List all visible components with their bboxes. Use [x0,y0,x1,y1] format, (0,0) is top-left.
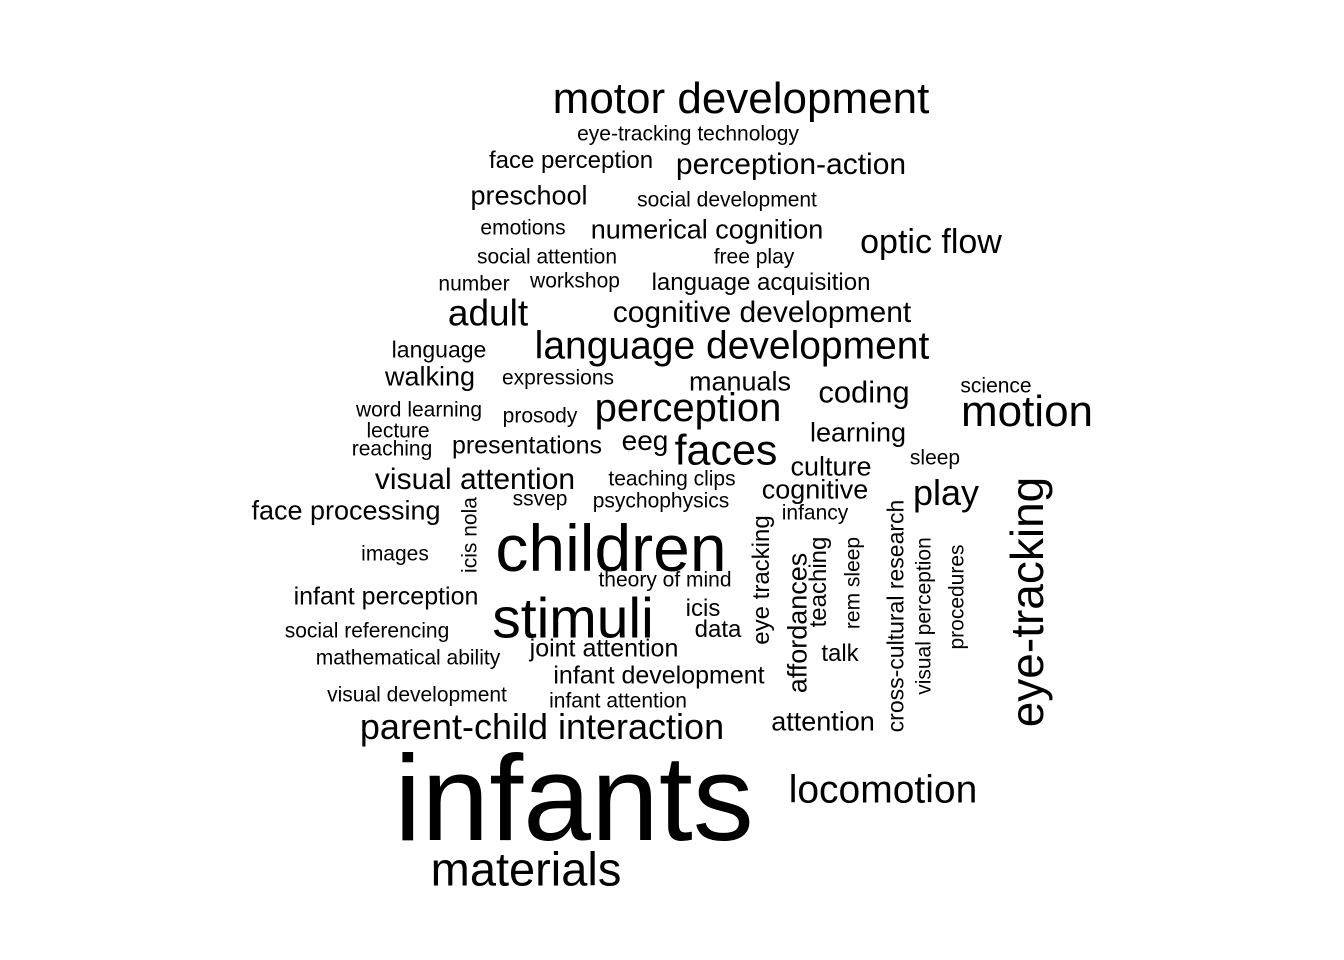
word-psychophysics: psychophysics [592,489,730,513]
word-cognitive: cognitive [761,474,869,505]
word-talk: talk [821,640,859,667]
word-eeg: eeg [621,425,669,456]
word-learning: learning [809,417,907,448]
word-materials: materials [430,842,622,896]
word-infant-development: infant development [553,661,765,690]
word-optic-flow: optic flow [860,223,1002,261]
word-word-learning: word learning [355,398,483,422]
word-procedures: procedures [945,544,969,650]
word-adult: adult [447,292,529,334]
word-faces: faces [674,426,778,475]
word-perception: perception [594,386,782,430]
word-culture: culture [790,451,872,482]
word-teaching-clips: teaching clips [608,467,736,491]
word-icis-nola: icis nola [458,497,482,573]
word-expressions: expressions [501,366,615,390]
word-infants: infants [394,730,754,866]
word-sleep: sleep [909,446,961,470]
word-number: number [438,272,510,296]
word-coding: coding [818,374,910,410]
word-data: data [694,616,742,643]
word-walking: walking [384,361,476,392]
word-cross-cultural-research: cross-cultural research [882,499,909,733]
word-visual-development: visual development [327,683,507,707]
word-joint-attention: joint attention [529,634,679,663]
word-attention: attention [771,706,875,737]
word-language-development: language development [534,324,930,368]
word-motion: motion [960,387,1094,436]
word-infant-perception: infant perception [293,582,479,611]
word-mathematical-ability: mathematical ability [315,646,501,670]
word-images: images [361,542,429,566]
word-locomotion: locomotion [788,768,978,812]
word-science: science [960,374,1032,398]
word-social-referencing: social referencing [284,619,450,643]
word-social-attention: social attention [476,245,618,269]
word-play: play [912,472,980,513]
word-free-play: free play [713,245,795,269]
word-preschool: preschool [470,180,588,211]
word-language-acquisition: language acquisition [651,269,871,296]
word-teaching: teaching [805,536,832,628]
word-workshop: workshop [530,269,620,293]
word-face-perception: face perception [488,147,654,174]
word-cognitive-development: cognitive development [612,296,912,329]
word-numerical-cognition: numerical cognition [590,214,824,245]
word-face-processing: face processing [251,495,441,526]
word-reaching: reaching [351,437,433,461]
word-visual-perception: visual perception [912,537,936,695]
word-emotions: emotions [480,216,566,240]
word-social-development: social development [637,188,817,212]
word-infant-attention: infant attention [549,689,687,713]
word-eye-tracking-technology: eye-tracking technology [577,122,799,146]
word-motor-development: motor development [552,74,930,123]
word-rem-sleep: rem sleep [841,536,865,630]
word-presentations: presentations [451,431,603,460]
word-visual-attention: visual attention [374,463,576,496]
word-lecture: lecture [366,419,430,443]
word-icis: icis [685,595,721,622]
word-language: language [391,336,487,363]
word-infancy: infancy [781,501,849,525]
word-perception-action: perception-action [675,148,907,181]
word-eye-tracking-alt: eye tracking [748,515,775,645]
word-children: children [495,511,727,585]
word-eye-tracking: eye-tracking [1001,476,1053,728]
word-theory-of-mind: theory of mind [598,568,732,592]
word-manuals: manuals [688,366,792,397]
word-prosody: prosody [502,404,578,428]
word-stimuli: stimuli [492,586,654,651]
word-parent-child-interaction: parent-child interaction [359,706,725,747]
word-ssvep: ssvep [512,487,568,511]
